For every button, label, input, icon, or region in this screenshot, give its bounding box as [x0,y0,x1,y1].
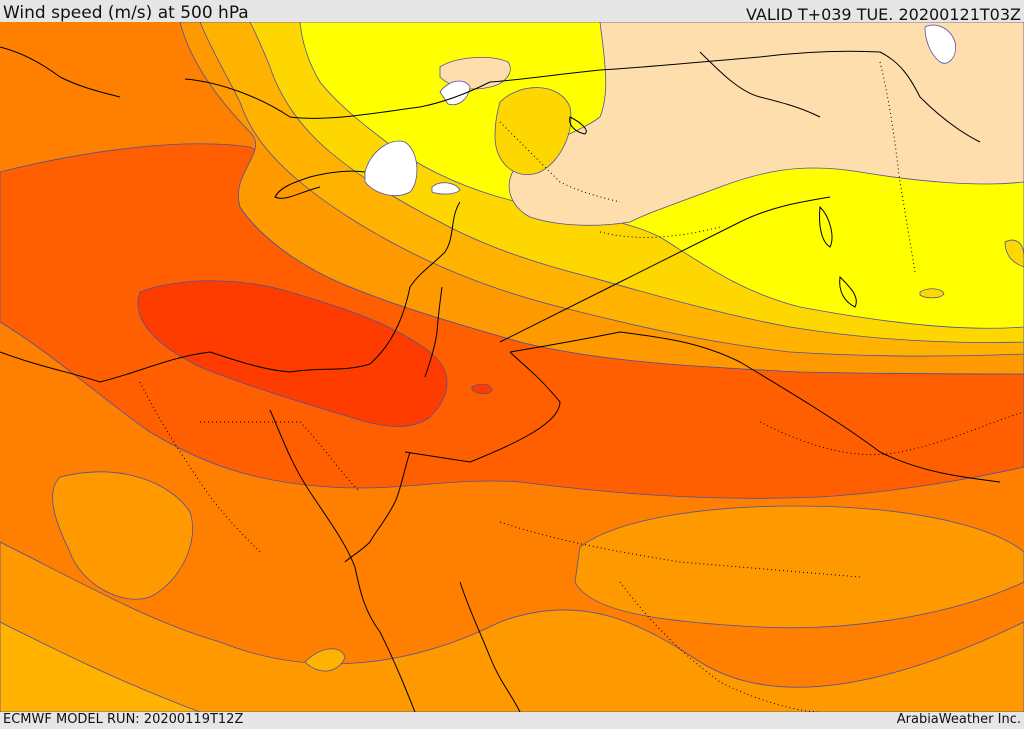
band-white-small [439,80,471,106]
coastlines [0,46,1001,712]
dotted-borders [139,61,1024,712]
band-gold-blob [494,87,572,175]
band-white-mid [431,182,461,195]
map-title: Wind speed (m/s) at 500 hPa [3,3,249,23]
band-lighter-sw [0,621,201,712]
band-darkest-spot [471,383,493,395]
band-lighter-south-blob [304,648,346,672]
model-run: ECMWF MODEL RUN: 20200119T12Z [3,712,244,727]
footer: ECMWF MODEL RUN: 20200119T12Z ArabiaWeat… [0,712,1024,729]
map-canvas [0,22,1024,712]
valid-time: VALID T+039 TUE. 20200121T03Z [745,5,1021,24]
wind-speed-map [0,22,1024,712]
credit: ArabiaWeather Inc. [896,712,1021,727]
band-gold-ne [1004,239,1024,268]
band-light-south [0,541,1024,712]
band-darkest [137,280,448,427]
band-white-turkey [364,140,418,196]
band-white-east [924,24,956,64]
header: Wind speed (m/s) at 500 hPa VALID T+039 … [0,0,1024,24]
band-gold-spot [919,288,945,299]
band-light-west-blob [52,471,193,600]
